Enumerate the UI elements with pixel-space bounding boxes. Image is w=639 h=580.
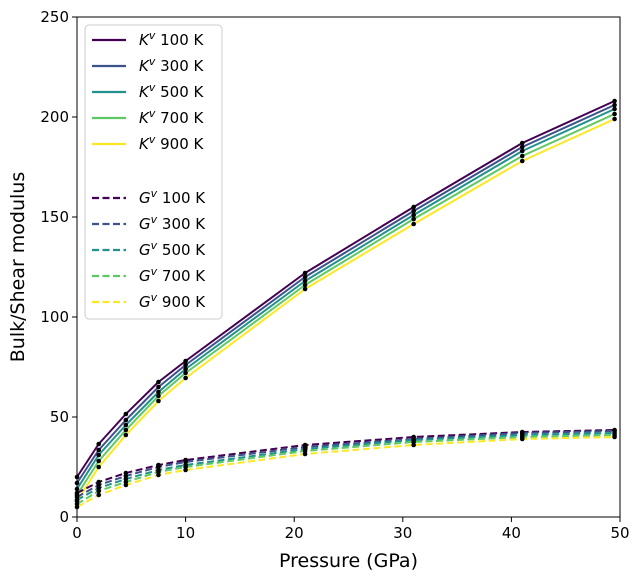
data-point — [519, 153, 525, 159]
series-line-g-300k — [76, 430, 615, 498]
legend: Kv 100 K Kv 300 K Kv 500 K Kv 700 K Kv 900 K… — [84, 24, 223, 320]
y-tick-label: 200 — [40, 108, 69, 126]
x-tick-label: 20 — [285, 524, 304, 542]
data-point — [612, 98, 617, 104]
data-point — [519, 436, 525, 442]
y-tick-label: 250 — [40, 8, 69, 26]
legend-label: Kv 900 K — [139, 133, 205, 153]
data-point — [96, 488, 102, 494]
x-tick-label: 0 — [72, 524, 82, 542]
data-point — [411, 208, 416, 214]
data-point — [612, 434, 617, 440]
series-line-g-900k — [76, 436, 615, 508]
data-point — [123, 411, 129, 417]
data-point — [156, 472, 161, 478]
data-point — [519, 148, 525, 154]
data-point — [302, 451, 308, 457]
data-point — [612, 116, 617, 122]
series-line-g-500k — [76, 432, 615, 501]
y-tick-label: 0 — [59, 508, 69, 526]
data-point — [183, 375, 188, 381]
data-point — [302, 270, 308, 276]
legend-label: Gv 100 K — [139, 187, 206, 207]
data-point — [302, 274, 308, 280]
data-point — [519, 144, 525, 150]
y-axis-ticks: 0 50 100 150 200 250 — [40, 8, 77, 526]
data-point — [123, 422, 129, 428]
legend-label: Gv 700 K — [139, 265, 206, 285]
data-point — [302, 278, 308, 284]
data-point — [411, 442, 416, 448]
data-points — [74, 98, 617, 510]
x-axis-label: Pressure (GPa) — [279, 550, 418, 572]
legend-label: Kv 300 K — [139, 55, 205, 75]
data-point — [183, 370, 188, 376]
x-tick-label: 50 — [610, 524, 629, 542]
data-point — [612, 106, 617, 112]
legend-label: Gv 500 K — [139, 239, 206, 259]
data-point — [411, 216, 416, 222]
data-point — [156, 393, 161, 399]
data-point — [411, 221, 416, 227]
data-point — [123, 427, 129, 433]
x-axis-ticks: 0 10 20 30 40 50 — [72, 517, 630, 542]
data-point — [156, 398, 161, 404]
data-point — [123, 482, 129, 488]
data-point — [96, 447, 102, 453]
data-point — [519, 158, 525, 164]
data-point — [183, 467, 188, 473]
data-point — [96, 492, 102, 498]
y-tick-label: 50 — [50, 408, 69, 426]
series-line-g-100k — [76, 429, 615, 494]
data-point — [183, 358, 188, 364]
y-tick-label: 100 — [40, 308, 69, 326]
data-point — [302, 282, 308, 288]
data-point — [612, 102, 617, 108]
data-point — [183, 362, 188, 368]
data-point — [302, 286, 308, 292]
data-point — [96, 441, 102, 447]
legend-label: Kv 500 K — [139, 81, 205, 101]
legend-label: Kv 100 K — [139, 29, 205, 49]
legend-label: Gv 900 K — [139, 291, 206, 311]
data-point — [156, 384, 161, 390]
data-point — [411, 204, 416, 210]
x-tick-label: 10 — [176, 524, 195, 542]
y-tick-label: 150 — [40, 208, 69, 226]
data-point — [96, 464, 102, 470]
data-point — [411, 212, 416, 218]
data-point — [123, 417, 129, 423]
x-tick-label: 30 — [393, 524, 412, 542]
x-tick-label: 40 — [502, 524, 521, 542]
plot-frame — [76, 16, 621, 518]
data-point — [96, 458, 102, 464]
data-point — [123, 432, 129, 438]
legend-label: Kv 700 K — [139, 107, 205, 127]
data-point — [519, 140, 525, 146]
data-point — [156, 389, 161, 395]
data-point — [612, 111, 617, 117]
legend-box — [84, 24, 223, 320]
y-axis-label: Bulk/Shear modulus — [7, 172, 29, 363]
data-point — [96, 452, 102, 458]
legend-label: Gv 300 K — [139, 213, 206, 233]
data-point — [183, 366, 188, 372]
data-point — [156, 379, 161, 385]
